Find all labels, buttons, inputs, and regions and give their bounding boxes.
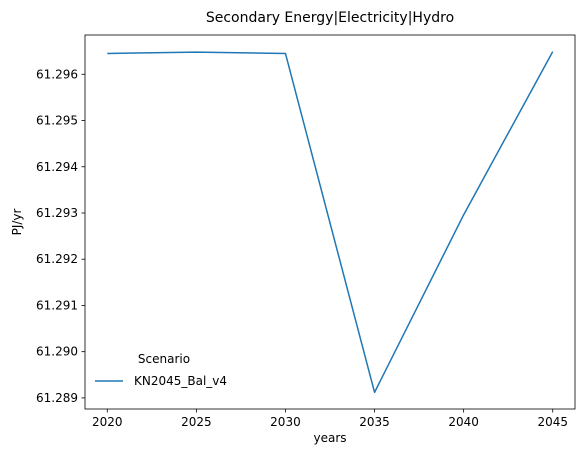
- y-tick-label-2: 61.291: [36, 298, 78, 312]
- tick-layer: 2020 2025 2030 2035 2040 2045 61.289 61.290 61.2…: [36, 67, 568, 429]
- y-tick-label-0: 61.289: [36, 391, 78, 405]
- x-tick-label-0: 2020: [92, 415, 123, 429]
- y-tick-label-4: 61.293: [36, 206, 78, 220]
- y-tick-label-6: 61.295: [36, 114, 78, 128]
- legend: Scenario KN2045_Bal_v4: [95, 352, 227, 388]
- x-tick-label-1: 2025: [181, 415, 212, 429]
- x-tick-label-4: 2040: [448, 415, 479, 429]
- chart-title: Secondary Energy|Electricity|Hydro: [206, 10, 454, 26]
- y-tick-label-7: 61.296: [36, 67, 78, 81]
- y-tick-label-1: 61.290: [36, 345, 78, 359]
- legend-title: Scenario: [138, 352, 190, 366]
- x-tick-label-2: 2030: [270, 415, 301, 429]
- plot-frame: [84, 34, 576, 410]
- x-axis-label: years: [313, 431, 346, 445]
- y-tick-label-5: 61.294: [36, 160, 78, 174]
- x-tick-label-5: 2045: [537, 415, 568, 429]
- series-line-kn2045-bal-v4: [107, 51, 554, 394]
- y-tick-label-3: 61.292: [36, 252, 78, 266]
- y-axis-label: PJ/yr: [10, 209, 24, 236]
- x-tick-label-3: 2035: [359, 415, 390, 429]
- legend-label-kn2045-bal-v4: KN2045_Bal_v4: [134, 374, 227, 388]
